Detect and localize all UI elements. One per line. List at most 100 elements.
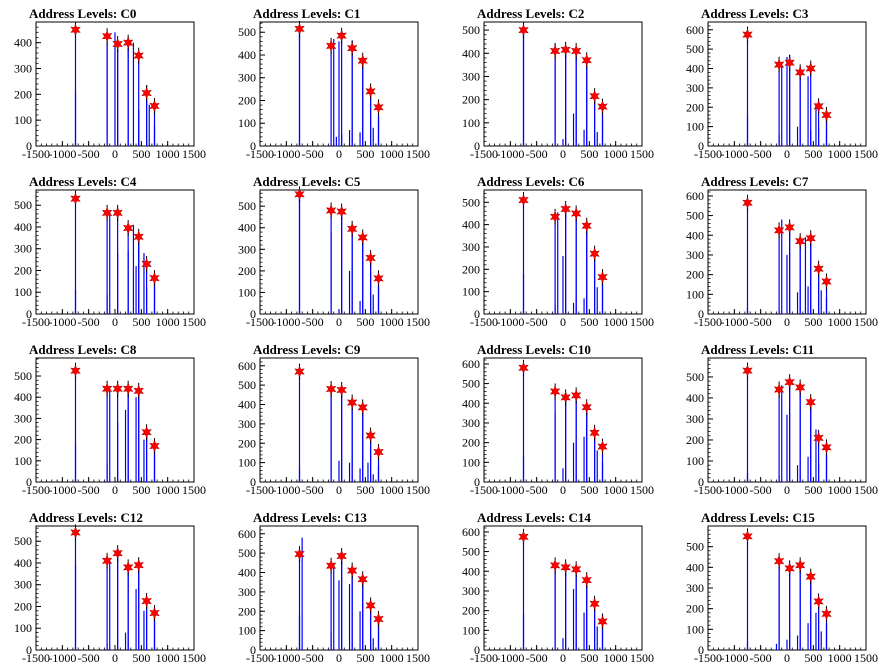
y-tick-label: 300: [686, 248, 704, 262]
x-tick-label: -1000: [272, 651, 300, 665]
y-tick-label: 400: [14, 556, 32, 570]
x-tick-label: 500: [580, 483, 598, 497]
address-levels-chart: Address Levels: C20100200300400500-1500-…: [462, 6, 654, 161]
x-tick-label: -500: [78, 147, 100, 161]
y-tick-label: 100: [686, 120, 704, 134]
x-tick-label: 0: [784, 651, 790, 665]
y-tick-label: 500: [14, 198, 32, 212]
x-tick-label: 1500: [182, 651, 206, 665]
y-tick-label: 200: [14, 87, 32, 101]
star-marker: [70, 526, 81, 539]
star-marker: [133, 558, 145, 572]
star-marker: [112, 547, 123, 560]
y-tick-label: 300: [14, 411, 32, 425]
x-tick-label: 1000: [156, 315, 180, 329]
star-marker: [549, 559, 561, 572]
star-marker: [794, 381, 806, 394]
star-marker: [821, 108, 832, 122]
star-marker: [101, 554, 113, 567]
address-levels-chart: Address Levels: C50100200300400500-1500-…: [238, 174, 430, 329]
star-marker: [336, 205, 347, 218]
y-tick-label: 200: [238, 604, 256, 618]
star-marker: [549, 44, 561, 58]
y-tick-label: 0: [26, 643, 32, 657]
star-marker: [346, 396, 358, 409]
x-tick-label: -1000: [48, 147, 76, 161]
x-tick-label: -1000: [48, 483, 76, 497]
chart-title: Address Levels: C1: [253, 6, 360, 21]
chart-title: Address Levels: C8: [29, 342, 137, 357]
star-marker: [346, 41, 358, 55]
x-tick-label: 500: [804, 315, 822, 329]
star-marker: [70, 364, 81, 377]
x-tick-label: 1000: [604, 147, 628, 161]
y-tick-label: 100: [462, 623, 480, 637]
star-marker: [597, 615, 608, 628]
star-marker: [813, 100, 824, 113]
star-marker: [133, 230, 145, 243]
star-marker: [518, 193, 529, 207]
star-marker: [518, 361, 529, 375]
star-marker: [784, 375, 795, 389]
star-marker: [122, 382, 134, 395]
star-marker: [346, 222, 358, 235]
x-tick-label: 1000: [380, 483, 404, 497]
y-tick-label: 0: [474, 475, 480, 489]
star-marker: [149, 99, 160, 113]
y-tick-label: 100: [14, 621, 32, 635]
star-marker: [518, 23, 529, 37]
star-marker: [70, 192, 81, 205]
x-tick-label: -1000: [720, 147, 748, 161]
y-tick-label: 200: [686, 268, 704, 282]
y-tick-label: 200: [14, 433, 32, 447]
x-tick-label: 0: [560, 483, 566, 497]
star-marker: [742, 28, 753, 41]
y-tick-label: 300: [462, 240, 480, 254]
y-tick-label: 0: [698, 139, 704, 153]
y-tick-label: 0: [474, 139, 480, 153]
y-tick-label: 500: [462, 23, 480, 37]
chart-title: Address Levels: C0: [29, 6, 136, 21]
x-tick-label: -500: [750, 483, 772, 497]
x-tick-label: -1500: [246, 315, 274, 329]
x-tick-label: 0: [112, 483, 118, 497]
plot-frame: [483, 357, 643, 483]
x-tick-label: -500: [302, 147, 324, 161]
x-tick-label: -1500: [246, 483, 274, 497]
y-tick-label: 400: [462, 396, 480, 410]
y-tick-label: 300: [14, 578, 32, 592]
x-tick-label: -500: [302, 483, 324, 497]
x-tick-label: -500: [302, 651, 324, 665]
y-tick-label: 200: [14, 263, 32, 277]
y-tick-label: 100: [14, 285, 32, 299]
y-tick-label: 300: [686, 81, 704, 95]
x-tick-label: -500: [750, 147, 772, 161]
address-levels-chart: Address Levels: C12 0 100 200 300 400 500 -1500…: [14, 510, 206, 665]
star-marker: [821, 607, 832, 621]
star-marker: [821, 441, 832, 454]
star-marker: [365, 85, 376, 98]
x-tick-label: 1500: [854, 147, 878, 161]
x-tick-label: -500: [526, 315, 548, 329]
x-tick-label: -1000: [48, 315, 76, 329]
x-tick-label: 1500: [406, 315, 430, 329]
x-tick-label: 1000: [156, 147, 180, 161]
x-tick-label: -1000: [496, 651, 524, 665]
y-tick-label: 200: [686, 602, 704, 616]
x-tick-label: 0: [784, 315, 790, 329]
x-tick-label: -1500: [246, 147, 274, 161]
star-marker: [560, 202, 571, 216]
x-tick-label: 1500: [182, 147, 206, 161]
x-tick-label: -500: [78, 483, 100, 497]
star-marker: [597, 440, 608, 453]
star-marker: [570, 389, 582, 402]
y-tick-label: 500: [14, 369, 32, 383]
y-tick-label: 400: [462, 564, 480, 578]
address-levels-chart: Address Levels: C3 0 100 200 300 400 500 600 -15…: [686, 6, 878, 161]
x-tick-label: -500: [526, 651, 548, 665]
y-tick-label: 300: [686, 412, 704, 426]
x-tick-label: 1500: [182, 483, 206, 497]
x-tick-label: 500: [132, 315, 150, 329]
address-levels-chart: Address Levels: C14 0 100 200 300 400 500 600 -1…: [462, 510, 654, 665]
